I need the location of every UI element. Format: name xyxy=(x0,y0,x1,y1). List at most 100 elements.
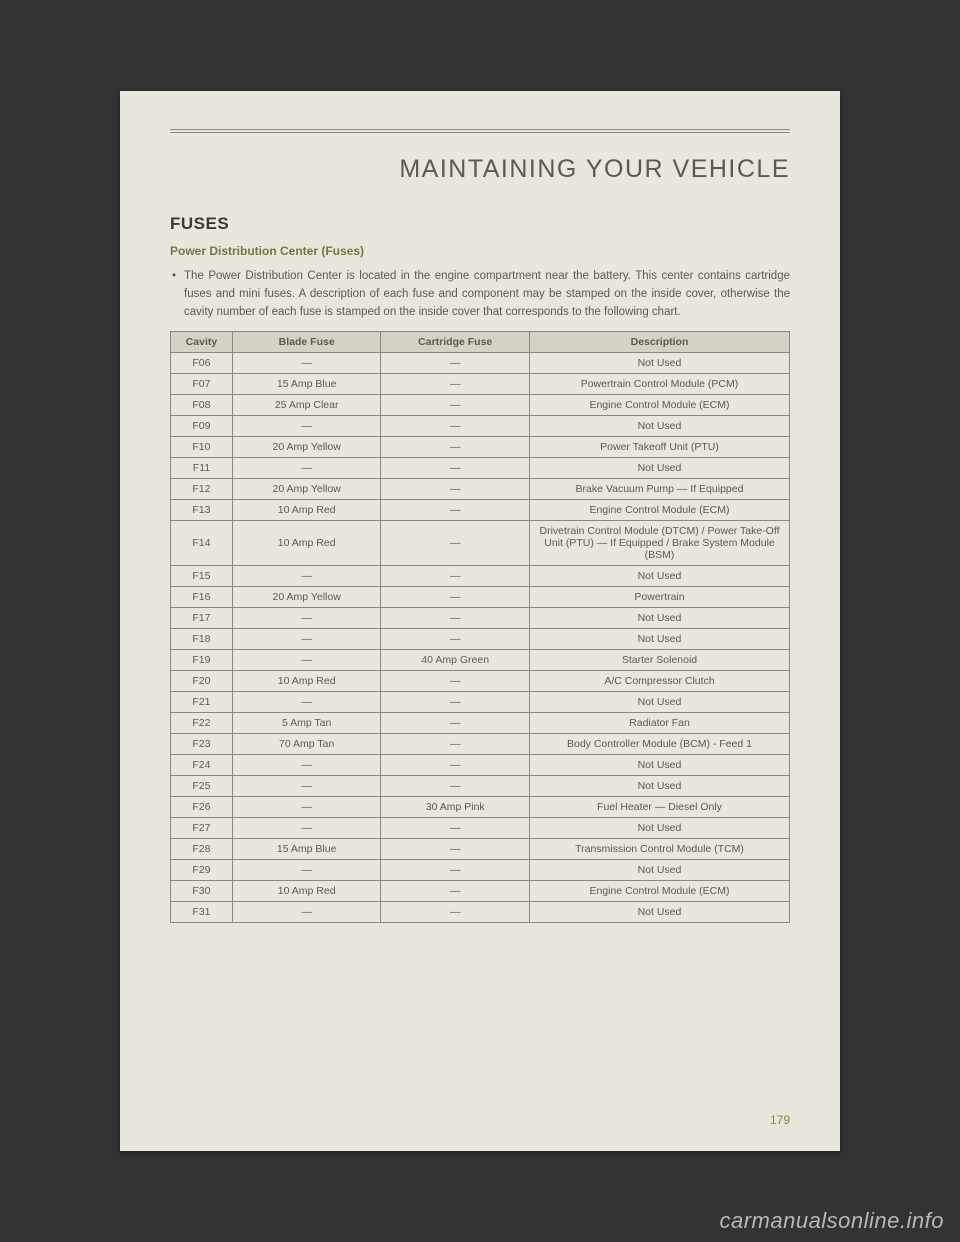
table-cell: — xyxy=(381,521,530,566)
table-cell: F11 xyxy=(171,458,233,479)
table-cell: Power Takeoff Unit (PTU) xyxy=(529,437,789,458)
table-cell: 10 Amp Red xyxy=(232,521,381,566)
table-cell: 20 Amp Yellow xyxy=(232,587,381,608)
table-cell: — xyxy=(381,902,530,923)
table-cell: Not Used xyxy=(529,902,789,923)
table-row: F1020 Amp Yellow—Power Takeoff Unit (PTU… xyxy=(171,437,790,458)
table-cell: F12 xyxy=(171,479,233,500)
table-cell: — xyxy=(381,479,530,500)
table-cell: F24 xyxy=(171,755,233,776)
divider-top-2 xyxy=(170,132,790,133)
fuse-table: Cavity Blade Fuse Cartridge Fuse Descrip… xyxy=(170,331,790,923)
table-cell: 5 Amp Tan xyxy=(232,713,381,734)
table-cell: — xyxy=(232,608,381,629)
table-cell: — xyxy=(381,755,530,776)
table-row: F11——Not Used xyxy=(171,458,790,479)
table-cell: — xyxy=(381,500,530,521)
table-cell: Not Used xyxy=(529,353,789,374)
table-cell: F16 xyxy=(171,587,233,608)
page-number: 179 xyxy=(770,1113,790,1127)
table-cell: — xyxy=(381,395,530,416)
table-cell: Drivetrain Control Module (DTCM) / Power… xyxy=(529,521,789,566)
table-cell: Not Used xyxy=(529,776,789,797)
table-cell: F13 xyxy=(171,500,233,521)
table-cell: Powertrain Control Module (PCM) xyxy=(529,374,789,395)
table-cell: 10 Amp Red xyxy=(232,881,381,902)
table-cell: Not Used xyxy=(529,629,789,650)
table-cell: — xyxy=(381,776,530,797)
table-cell: 40 Amp Green xyxy=(381,650,530,671)
chapter-title: MAINTAINING YOUR VEHICLE xyxy=(170,155,790,184)
table-row: F17——Not Used xyxy=(171,608,790,629)
table-cell: 20 Amp Yellow xyxy=(232,437,381,458)
table-cell: F22 xyxy=(171,713,233,734)
table-row: F26—30 Amp PinkFuel Heater — Diesel Only xyxy=(171,797,790,818)
table-cell: F19 xyxy=(171,650,233,671)
section-title: FUSES xyxy=(170,214,790,234)
table-cell: F30 xyxy=(171,881,233,902)
table-cell: — xyxy=(232,818,381,839)
table-cell: F17 xyxy=(171,608,233,629)
table-cell: — xyxy=(381,818,530,839)
table-cell: F28 xyxy=(171,839,233,860)
table-cell: F27 xyxy=(171,818,233,839)
table-cell: — xyxy=(381,458,530,479)
table-row: F29——Not Used xyxy=(171,860,790,881)
table-cell: F15 xyxy=(171,566,233,587)
table-cell: — xyxy=(381,353,530,374)
table-cell: Brake Vacuum Pump — If Equipped xyxy=(529,479,789,500)
table-cell: Engine Control Module (ECM) xyxy=(529,881,789,902)
table-cell: Not Used xyxy=(529,608,789,629)
table-row: F0715 Amp Blue—Powertrain Control Module… xyxy=(171,374,790,395)
table-cell: F20 xyxy=(171,671,233,692)
table-cell: — xyxy=(232,860,381,881)
header-description: Description xyxy=(529,332,789,353)
table-cell: 30 Amp Pink xyxy=(381,797,530,818)
table-cell: Transmission Control Module (TCM) xyxy=(529,839,789,860)
table-cell: F06 xyxy=(171,353,233,374)
table-cell: — xyxy=(232,629,381,650)
table-cell: — xyxy=(232,650,381,671)
table-cell: — xyxy=(232,776,381,797)
table-cell: A/C Compressor Clutch xyxy=(529,671,789,692)
table-cell: Not Used xyxy=(529,818,789,839)
table-cell: 10 Amp Red xyxy=(232,671,381,692)
table-cell: — xyxy=(232,797,381,818)
table-cell: Radiator Fan xyxy=(529,713,789,734)
table-cell: — xyxy=(232,692,381,713)
table-cell: — xyxy=(381,374,530,395)
table-row: F0825 Amp Clear—Engine Control Module (E… xyxy=(171,395,790,416)
table-cell: — xyxy=(381,713,530,734)
table-cell: — xyxy=(381,881,530,902)
table-row: F24——Not Used xyxy=(171,755,790,776)
table-cell: F21 xyxy=(171,692,233,713)
table-cell: — xyxy=(381,629,530,650)
table-cell: — xyxy=(381,608,530,629)
table-row: F2815 Amp Blue—Transmission Control Modu… xyxy=(171,839,790,860)
table-header-row: Cavity Blade Fuse Cartridge Fuse Descrip… xyxy=(171,332,790,353)
table-cell: F26 xyxy=(171,797,233,818)
table-cell: — xyxy=(232,566,381,587)
table-row: F1620 Amp Yellow—Powertrain xyxy=(171,587,790,608)
table-cell: — xyxy=(381,566,530,587)
table-row: F27——Not Used xyxy=(171,818,790,839)
table-cell: 70 Amp Tan xyxy=(232,734,381,755)
table-cell: Not Used xyxy=(529,566,789,587)
table-cell: 15 Amp Blue xyxy=(232,839,381,860)
manual-page: MAINTAINING YOUR VEHICLE FUSES Power Dis… xyxy=(120,91,840,1151)
table-cell: F07 xyxy=(171,374,233,395)
header-cavity: Cavity xyxy=(171,332,233,353)
table-cell: F23 xyxy=(171,734,233,755)
subsection-title: Power Distribution Center (Fuses) xyxy=(170,244,790,258)
table-row: F3010 Amp Red—Engine Control Module (ECM… xyxy=(171,881,790,902)
table-cell: — xyxy=(381,671,530,692)
table-cell: 15 Amp Blue xyxy=(232,374,381,395)
header-blade-fuse: Blade Fuse xyxy=(232,332,381,353)
table-cell: Body Controller Module (BCM) - Feed 1 xyxy=(529,734,789,755)
table-cell: — xyxy=(381,437,530,458)
table-row: F2010 Amp Red—A/C Compressor Clutch xyxy=(171,671,790,692)
table-row: F21——Not Used xyxy=(171,692,790,713)
table-cell: — xyxy=(381,416,530,437)
table-cell: Not Used xyxy=(529,755,789,776)
table-row: F19—40 Amp GreenStarter Solenoid xyxy=(171,650,790,671)
